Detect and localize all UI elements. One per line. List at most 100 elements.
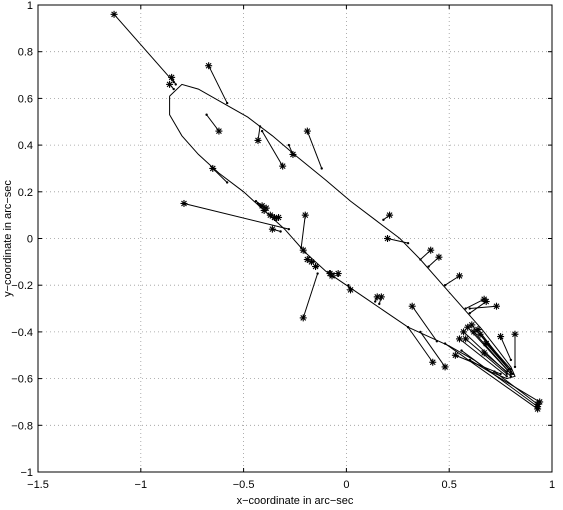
star-stroke <box>464 324 471 331</box>
residual-line <box>183 202 289 230</box>
model-point <box>406 326 410 329</box>
model-point <box>373 300 377 303</box>
y-tick-label: 1 <box>27 0 33 12</box>
model-point <box>254 199 258 203</box>
observation-star <box>482 340 490 348</box>
x-tick-label: 0 <box>343 479 349 491</box>
observation-star <box>386 211 394 219</box>
model-point <box>172 87 175 91</box>
observation-star <box>476 330 484 338</box>
residual-line <box>444 275 460 286</box>
star-stroke <box>386 212 393 219</box>
model-point <box>464 307 467 310</box>
star-stroke <box>460 329 467 335</box>
star-stroke <box>275 214 282 221</box>
star-stroke <box>168 74 175 81</box>
model-point <box>316 272 319 275</box>
observation-star <box>279 162 287 170</box>
star-stroke <box>481 350 488 356</box>
model-point <box>419 258 422 261</box>
star-stroke <box>470 329 477 335</box>
star-stroke <box>279 163 286 170</box>
star-stroke <box>255 137 261 144</box>
model-point <box>287 143 291 147</box>
model-point <box>505 370 508 373</box>
star-stroke <box>378 293 385 300</box>
grid-layer <box>38 5 552 472</box>
model-point <box>225 181 229 184</box>
observation-star <box>268 225 276 233</box>
star-stroke <box>312 263 319 270</box>
star-stroke <box>267 212 274 219</box>
observation-star <box>482 298 490 306</box>
observation-star <box>460 328 468 336</box>
observation-star <box>301 211 309 219</box>
model-point <box>509 370 513 373</box>
observation-star <box>373 293 381 301</box>
model-point <box>443 342 447 345</box>
model-point <box>347 284 350 287</box>
model-point <box>468 307 471 310</box>
observation-star <box>347 286 355 294</box>
observation-star <box>307 258 315 266</box>
star-stroke <box>300 315 307 321</box>
observation-star <box>168 73 176 81</box>
observation-star <box>441 363 449 371</box>
star-stroke <box>304 128 311 134</box>
model-point <box>468 312 471 315</box>
model-point <box>258 125 262 128</box>
star-stroke <box>534 406 541 412</box>
model-point <box>505 375 508 378</box>
star-stroke <box>205 62 212 69</box>
residual-line <box>387 238 409 244</box>
observation-star <box>455 335 463 343</box>
observation-star <box>299 314 307 322</box>
observation-star <box>429 358 437 366</box>
star-stroke <box>304 256 311 263</box>
residual-line <box>411 305 438 342</box>
model-point <box>256 202 260 205</box>
model-point <box>260 129 264 133</box>
model-point <box>435 340 439 343</box>
residual-line <box>485 343 510 370</box>
observation-star <box>408 302 416 310</box>
model-point <box>511 372 515 376</box>
observation-star <box>205 62 213 70</box>
observation-star <box>384 235 392 242</box>
star-stroke <box>271 214 278 221</box>
model-point <box>509 372 513 376</box>
y-tick-label: 0.8 <box>18 47 33 59</box>
star-stroke <box>452 352 459 359</box>
observation-star <box>492 302 500 310</box>
model-point <box>507 368 511 371</box>
observation-star <box>209 164 217 172</box>
y-tick-label: −0.2 <box>11 280 33 292</box>
star-stroke <box>497 333 504 340</box>
star-stroke <box>456 272 463 279</box>
star-stroke <box>409 303 416 310</box>
observation-star <box>180 199 188 207</box>
model-point <box>427 265 430 268</box>
model-point <box>509 375 513 378</box>
star-stroke <box>493 303 500 310</box>
observation-star <box>215 127 223 135</box>
model-point <box>287 227 291 231</box>
observation-star <box>110 10 118 18</box>
observation-star <box>166 80 174 88</box>
observation-star <box>303 127 311 135</box>
observation-star <box>312 263 320 271</box>
observation-star <box>455 272 463 280</box>
residual-line <box>208 65 228 104</box>
star-stroke <box>475 326 481 333</box>
x-tick-label: −1 <box>135 479 148 491</box>
star-stroke <box>335 270 342 277</box>
observation-star <box>480 349 488 357</box>
residual-lines <box>113 14 540 410</box>
y-tick-label: 0.4 <box>18 140 33 152</box>
residual-line <box>459 338 508 377</box>
model-point <box>205 113 208 116</box>
model-point <box>174 83 177 86</box>
y-tick-labels: −1 −0.8 −0.6 −0.4 −0.2 0 0.2 0.4 0.6 0.8 1 <box>11 0 33 479</box>
star-stroke <box>166 81 173 88</box>
model-point <box>406 241 410 245</box>
